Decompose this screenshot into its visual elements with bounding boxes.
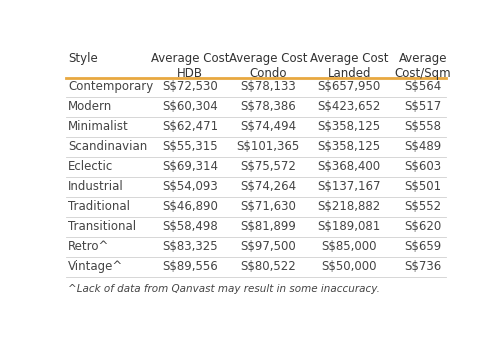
Text: Scandinavian: Scandinavian — [68, 140, 148, 153]
Text: Style: Style — [68, 52, 98, 65]
Text: S$75,572: S$75,572 — [240, 160, 296, 173]
Text: S$358,125: S$358,125 — [318, 140, 381, 153]
Text: S$54,093: S$54,093 — [162, 180, 218, 193]
Text: Average Cost
HDB: Average Cost HDB — [151, 52, 230, 80]
Text: S$60,304: S$60,304 — [162, 100, 218, 113]
Text: S$423,652: S$423,652 — [318, 100, 381, 113]
Text: Transitional: Transitional — [68, 220, 136, 233]
Text: S$71,630: S$71,630 — [240, 200, 296, 213]
Text: S$137,167: S$137,167 — [318, 180, 381, 193]
Text: S$78,133: S$78,133 — [240, 80, 296, 93]
Text: S$50,000: S$50,000 — [322, 260, 377, 273]
Text: Average Cost
Landed: Average Cost Landed — [310, 52, 388, 80]
Text: S$97,500: S$97,500 — [240, 240, 296, 253]
Text: S$736: S$736 — [404, 260, 442, 273]
Text: S$46,890: S$46,890 — [162, 200, 218, 213]
Text: Traditional: Traditional — [68, 200, 130, 213]
Text: S$83,325: S$83,325 — [162, 240, 218, 253]
Text: S$78,386: S$78,386 — [240, 100, 296, 113]
Text: S$189,081: S$189,081 — [318, 220, 381, 233]
Text: S$72,530: S$72,530 — [162, 80, 218, 93]
Text: S$558: S$558 — [404, 120, 442, 133]
Text: Average
Cost/Sqm: Average Cost/Sqm — [394, 52, 451, 80]
Text: Retro^: Retro^ — [68, 240, 110, 253]
Text: Average Cost
Condo: Average Cost Condo — [228, 52, 307, 80]
Text: Industrial: Industrial — [68, 180, 124, 193]
Text: S$89,556: S$89,556 — [162, 260, 218, 273]
Text: S$58,498: S$58,498 — [162, 220, 218, 233]
Text: S$218,882: S$218,882 — [318, 200, 381, 213]
Text: S$101,365: S$101,365 — [236, 140, 300, 153]
Text: S$62,471: S$62,471 — [162, 120, 218, 133]
Text: S$81,899: S$81,899 — [240, 220, 296, 233]
Text: S$657,950: S$657,950 — [318, 80, 381, 93]
Text: S$489: S$489 — [404, 140, 442, 153]
Text: S$69,314: S$69,314 — [162, 160, 218, 173]
Text: Contemporary: Contemporary — [68, 80, 154, 93]
Text: S$368,400: S$368,400 — [318, 160, 381, 173]
Text: S$358,125: S$358,125 — [318, 120, 381, 133]
Text: ^Lack of data from Qanvast may result in some inaccuracy.: ^Lack of data from Qanvast may result in… — [68, 284, 380, 294]
Text: S$55,315: S$55,315 — [162, 140, 218, 153]
Text: S$620: S$620 — [404, 220, 442, 233]
Text: Minimalist: Minimalist — [68, 120, 129, 133]
Text: S$517: S$517 — [404, 100, 442, 113]
Text: S$74,264: S$74,264 — [240, 180, 296, 193]
Text: Vintage^: Vintage^ — [68, 260, 124, 273]
Text: S$501: S$501 — [404, 180, 442, 193]
Text: S$85,000: S$85,000 — [322, 240, 377, 253]
Text: S$552: S$552 — [404, 200, 442, 213]
Text: S$80,522: S$80,522 — [240, 260, 296, 273]
Text: Eclectic: Eclectic — [68, 160, 114, 173]
Text: S$603: S$603 — [404, 160, 442, 173]
Text: S$564: S$564 — [404, 80, 442, 93]
Text: Modern: Modern — [68, 100, 112, 113]
Text: S$659: S$659 — [404, 240, 442, 253]
Text: S$74,494: S$74,494 — [240, 120, 296, 133]
